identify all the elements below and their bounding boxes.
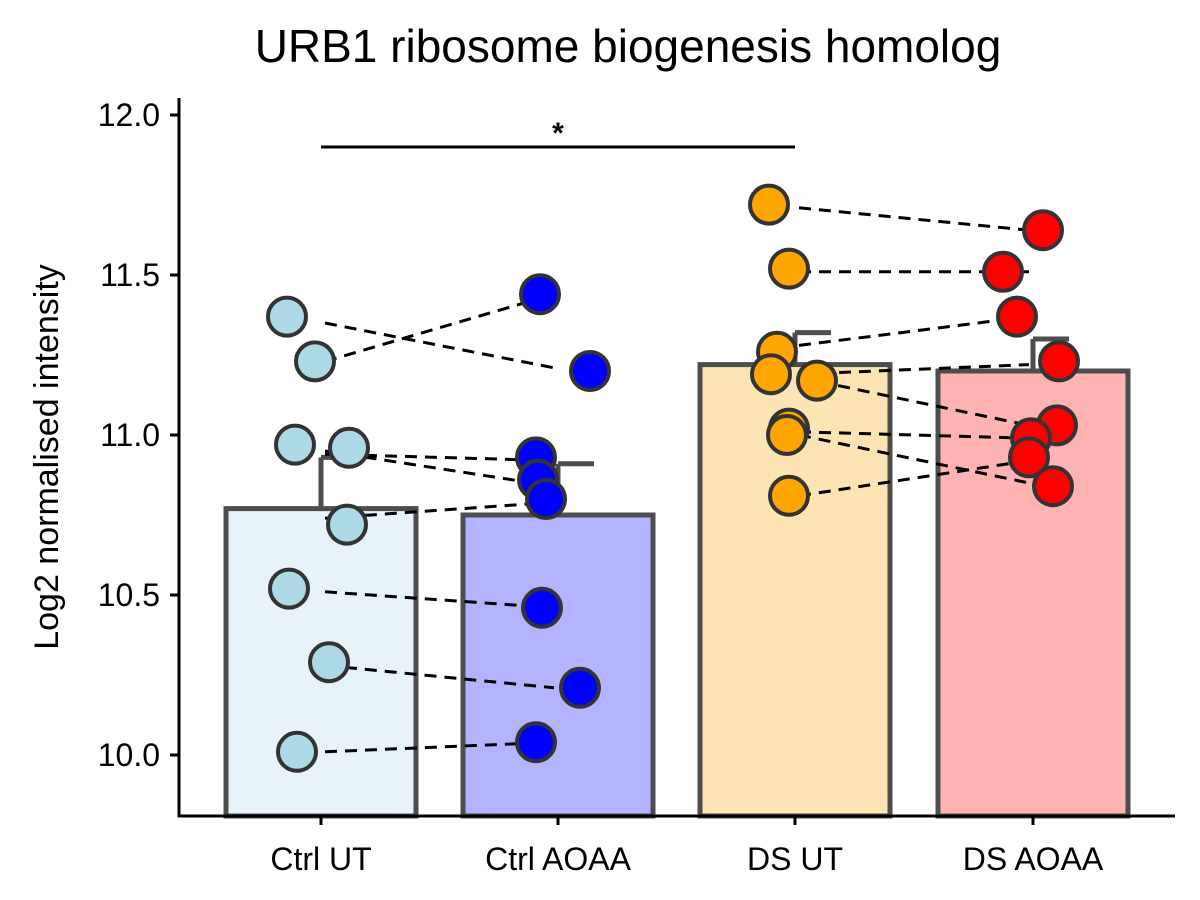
x-tick-label: Ctrl AOAA bbox=[485, 841, 631, 877]
chart-title: URB1 ribosome biogenesis homolog bbox=[255, 20, 1002, 72]
significance-layer: * bbox=[321, 117, 795, 150]
data-point bbox=[519, 273, 561, 316]
pair-line bbox=[324, 321, 555, 370]
y-tick-label: 11.5 bbox=[100, 257, 160, 293]
data-point bbox=[750, 353, 792, 396]
data-point bbox=[559, 666, 601, 709]
y-tick-label: 10.0 bbox=[98, 737, 160, 773]
pair-line bbox=[798, 363, 1030, 376]
data-point bbox=[1038, 340, 1080, 383]
data-point bbox=[1008, 436, 1050, 479]
significance-label: * bbox=[552, 117, 564, 150]
data-point bbox=[1032, 465, 1074, 508]
data-point bbox=[996, 295, 1038, 338]
pair-lines-layer bbox=[324, 206, 1030, 754]
data-point bbox=[308, 641, 350, 684]
data-point bbox=[515, 721, 557, 764]
data-point bbox=[326, 503, 368, 546]
x-tick-label: DS UT bbox=[747, 841, 843, 877]
data-point bbox=[768, 474, 810, 517]
pair-line bbox=[324, 590, 555, 610]
y-tick-label: 10.5 bbox=[98, 577, 160, 613]
data-point bbox=[1022, 209, 1064, 252]
data-point bbox=[525, 478, 567, 520]
pair-line bbox=[324, 500, 555, 520]
data-point bbox=[982, 250, 1024, 293]
pair-line bbox=[324, 292, 555, 363]
x-tick-label: Ctrl UT bbox=[270, 841, 371, 877]
data-point bbox=[294, 340, 336, 383]
data-point bbox=[268, 567, 310, 610]
y-tick-label: 11.0 bbox=[100, 417, 160, 453]
data-point bbox=[768, 247, 810, 290]
points-layer bbox=[266, 183, 1080, 773]
data-point bbox=[796, 359, 838, 402]
data-point bbox=[748, 183, 790, 226]
bar-4 bbox=[935, 368, 1131, 819]
pair-line bbox=[324, 663, 555, 690]
data-point bbox=[766, 414, 808, 456]
x-tick-label: DS AOAA bbox=[963, 841, 1104, 877]
data-point bbox=[276, 730, 318, 773]
bar-2 bbox=[460, 512, 656, 819]
pair-line bbox=[798, 315, 1030, 347]
y-tick-label: 12.0 bbox=[98, 97, 160, 133]
data-point bbox=[274, 423, 316, 466]
pair-line bbox=[798, 206, 1030, 232]
data-point bbox=[328, 426, 370, 469]
data-point bbox=[266, 295, 308, 338]
y-axis-title: Log2 normalised intensity bbox=[28, 264, 66, 650]
axes-layer: 10.0 10.5 11.0 11.5 12.0 Ctrl UT Ctrl AOAA DS U… bbox=[98, 97, 1175, 877]
data-point bbox=[569, 350, 611, 392]
data-point bbox=[521, 586, 563, 629]
pair-line bbox=[798, 430, 1030, 440]
